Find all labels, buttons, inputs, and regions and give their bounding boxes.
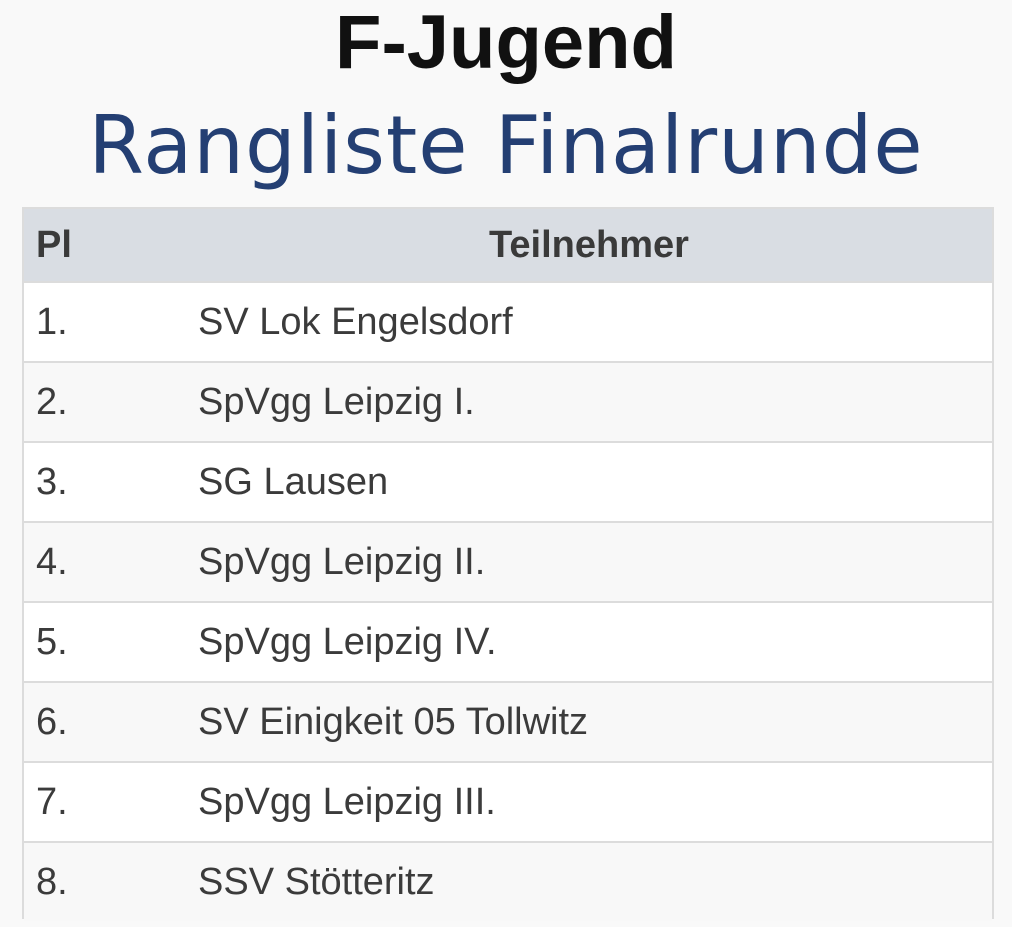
table-row: 7. SpVgg Leipzig III. [24,761,992,842]
row-place: 8. [24,841,186,921]
table-row: 3. SG Lausen [24,441,992,522]
column-header-team: Teilnehmer [186,209,992,282]
page-title: F-Jugend [335,0,677,85]
table-row: 6. SV Einigkeit 05 Tollwitz [24,681,992,762]
table-row: 4. SpVgg Leipzig II. [24,521,992,602]
row-team: SSV Stötteritz [186,841,992,921]
row-place: 4. [24,521,186,602]
ranking-table: Pl Teilnehmer 1. SV Lok Engelsdorf 2. Sp… [22,207,994,921]
row-team: SG Lausen [186,441,992,522]
column-header-place: Pl [24,209,186,282]
row-team: SV Lok Engelsdorf [186,281,992,362]
row-team: SpVgg Leipzig II. [186,521,992,602]
row-place: 1. [24,281,186,362]
row-place: 7. [24,761,186,842]
row-team: SpVgg Leipzig IV. [186,601,992,682]
table-header-row: Pl Teilnehmer [24,209,992,282]
row-team: SpVgg Leipzig I. [186,361,992,442]
row-place: 5. [24,601,186,682]
row-place: 6. [24,681,186,762]
table-row: 1. SV Lok Engelsdorf [24,281,992,362]
row-place: 3. [24,441,186,522]
row-team: SV Einigkeit 05 Tollwitz [186,681,992,762]
table-row: 2. SpVgg Leipzig I. [24,361,992,442]
table-row: 5. SpVgg Leipzig IV. [24,601,992,682]
row-place: 2. [24,361,186,442]
row-team: SpVgg Leipzig III. [186,761,992,842]
table-row: 8. SSV Stötteritz [24,841,992,921]
page-subtitle: Rangliste Finalrunde [88,99,924,192]
